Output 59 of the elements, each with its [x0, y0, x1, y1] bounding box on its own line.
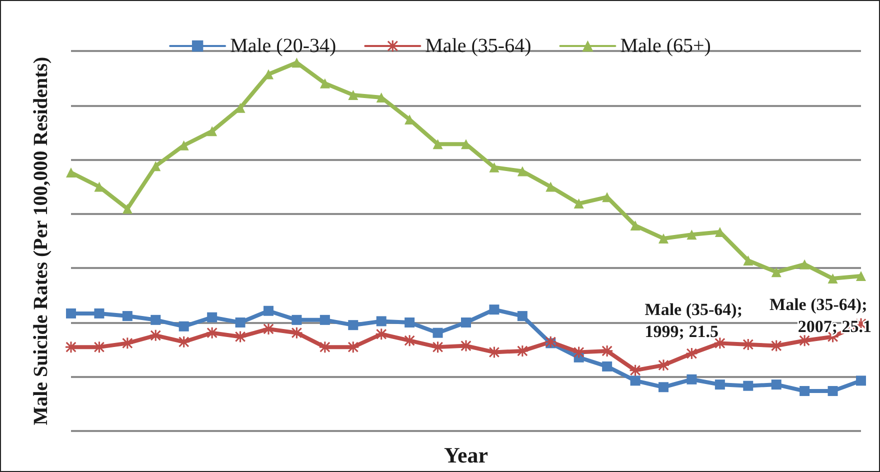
point [489, 304, 500, 315]
legend-label: Male (65+) [620, 35, 711, 57]
point [517, 311, 528, 322]
point [489, 162, 500, 172]
point [235, 318, 246, 328]
point [320, 78, 330, 88]
point [800, 386, 810, 396]
point [122, 204, 132, 214]
point [574, 198, 584, 209]
point [432, 139, 443, 150]
point [630, 376, 640, 386]
legend-label: Male (35-64) [425, 35, 532, 57]
point [66, 342, 76, 353]
point [800, 259, 810, 270]
point [771, 267, 782, 278]
point [320, 314, 330, 325]
point [658, 382, 668, 392]
point [207, 126, 218, 136]
point [488, 346, 500, 358]
point [856, 270, 866, 281]
point [292, 58, 302, 68]
point [292, 314, 302, 325]
point [686, 374, 697, 384]
point [150, 314, 161, 325]
point [178, 140, 189, 150]
point [432, 328, 443, 338]
point [743, 380, 754, 391]
point [602, 361, 612, 372]
point [630, 220, 640, 231]
point [348, 90, 358, 100]
point [546, 182, 556, 192]
point [264, 306, 274, 316]
point [517, 166, 528, 176]
point [122, 311, 132, 322]
point [658, 233, 668, 244]
point [461, 139, 471, 150]
point [461, 318, 471, 328]
point [94, 308, 104, 318]
point [828, 386, 838, 396]
point [404, 318, 415, 328]
point [828, 274, 838, 284]
point [207, 312, 218, 322]
y-axis-title: Male Suicide Rates (Per 100,000 Residents) [30, 56, 52, 426]
point [178, 321, 189, 332]
legend-label: Male (20-34) [230, 35, 336, 57]
point [348, 320, 358, 330]
point [263, 323, 274, 334]
point [856, 376, 866, 386]
point [66, 308, 76, 318]
point [743, 255, 754, 266]
x-axis-title: Year [444, 442, 488, 468]
point [714, 380, 725, 390]
point [686, 230, 697, 240]
data-label: Male (35-64); 1999; 21.5 [644, 300, 747, 341]
point [150, 161, 161, 172]
point [771, 380, 782, 390]
point [66, 168, 76, 178]
point [376, 316, 386, 326]
point [234, 331, 246, 342]
